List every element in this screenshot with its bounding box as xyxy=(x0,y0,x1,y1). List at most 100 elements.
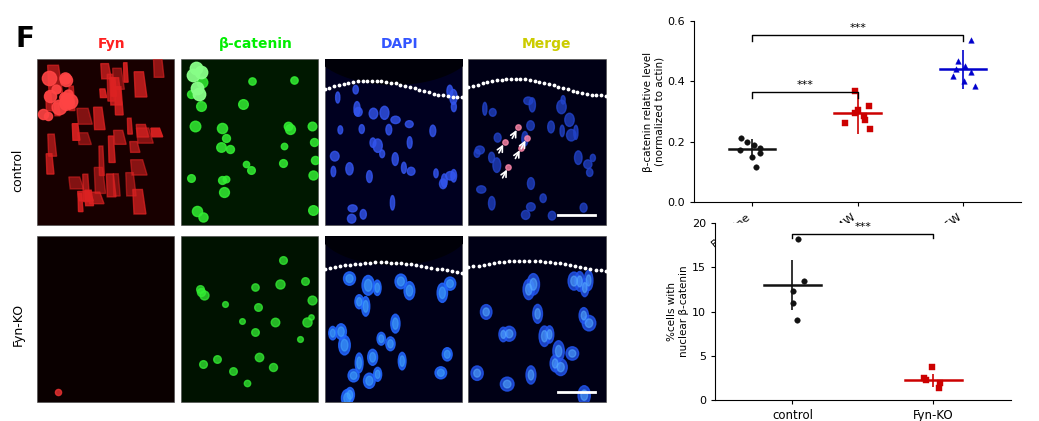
Ellipse shape xyxy=(391,196,395,210)
Polygon shape xyxy=(99,146,104,176)
Ellipse shape xyxy=(553,341,564,362)
Point xyxy=(789,317,805,324)
Point xyxy=(849,107,865,113)
Ellipse shape xyxy=(501,330,506,338)
Ellipse shape xyxy=(347,390,352,399)
Ellipse shape xyxy=(535,309,540,319)
Polygon shape xyxy=(107,74,114,101)
Ellipse shape xyxy=(354,107,363,116)
Ellipse shape xyxy=(364,301,368,312)
Point xyxy=(956,78,973,85)
Text: Merge: Merge xyxy=(522,37,571,51)
Ellipse shape xyxy=(347,214,356,223)
Point xyxy=(944,72,961,79)
Text: Fyn: Fyn xyxy=(98,37,126,51)
Ellipse shape xyxy=(446,171,455,180)
Ellipse shape xyxy=(367,171,372,183)
Ellipse shape xyxy=(577,276,582,287)
Point xyxy=(191,90,208,97)
Ellipse shape xyxy=(545,326,554,343)
Point xyxy=(281,122,297,129)
Polygon shape xyxy=(128,118,132,134)
Ellipse shape xyxy=(365,280,372,291)
Point xyxy=(931,380,948,386)
Point xyxy=(60,91,77,98)
Ellipse shape xyxy=(529,98,535,112)
Point xyxy=(744,154,761,161)
Point xyxy=(948,65,964,72)
Point xyxy=(218,176,235,182)
Point xyxy=(856,113,873,120)
Ellipse shape xyxy=(338,126,343,134)
Ellipse shape xyxy=(527,203,535,211)
Ellipse shape xyxy=(341,339,348,351)
Ellipse shape xyxy=(373,280,381,296)
Point xyxy=(790,236,806,242)
Ellipse shape xyxy=(527,121,534,131)
Ellipse shape xyxy=(474,149,480,157)
Ellipse shape xyxy=(362,297,370,316)
Text: control: control xyxy=(11,149,24,192)
Ellipse shape xyxy=(524,97,533,105)
Point xyxy=(305,139,322,146)
Ellipse shape xyxy=(393,318,398,329)
Ellipse shape xyxy=(541,330,548,342)
Ellipse shape xyxy=(330,151,339,161)
Point xyxy=(192,69,209,75)
Ellipse shape xyxy=(336,92,340,103)
Ellipse shape xyxy=(379,335,383,343)
Ellipse shape xyxy=(434,169,438,178)
Point xyxy=(217,301,234,308)
Point xyxy=(924,364,940,370)
Ellipse shape xyxy=(373,139,382,152)
Point xyxy=(224,368,241,375)
Ellipse shape xyxy=(435,367,447,379)
Polygon shape xyxy=(78,192,94,201)
Point xyxy=(244,77,261,84)
Ellipse shape xyxy=(584,270,593,290)
Point xyxy=(194,213,211,220)
Ellipse shape xyxy=(539,326,550,346)
Ellipse shape xyxy=(348,369,359,382)
Polygon shape xyxy=(94,107,105,130)
Ellipse shape xyxy=(565,113,575,126)
Y-axis label: %cells with
nuclear β-catenin: %cells with nuclear β-catenin xyxy=(667,266,689,357)
Ellipse shape xyxy=(471,366,483,381)
Point xyxy=(304,172,321,179)
Point xyxy=(950,58,966,64)
Ellipse shape xyxy=(495,133,501,142)
Ellipse shape xyxy=(437,283,448,302)
Ellipse shape xyxy=(346,274,353,282)
Point xyxy=(35,110,52,117)
Polygon shape xyxy=(77,108,92,124)
Polygon shape xyxy=(46,93,53,111)
Point xyxy=(247,328,264,335)
Ellipse shape xyxy=(388,340,393,348)
Point xyxy=(192,288,209,295)
Ellipse shape xyxy=(586,275,591,286)
Point xyxy=(497,139,513,145)
Bar xyxy=(324,236,462,402)
Point xyxy=(183,91,199,98)
Polygon shape xyxy=(114,87,124,115)
Ellipse shape xyxy=(397,277,404,286)
Polygon shape xyxy=(124,63,128,82)
Point xyxy=(50,389,66,395)
Ellipse shape xyxy=(445,350,450,358)
Bar xyxy=(469,236,606,402)
Polygon shape xyxy=(131,160,148,175)
Point xyxy=(739,139,755,145)
Ellipse shape xyxy=(501,377,514,391)
Text: DAPI: DAPI xyxy=(380,37,418,51)
Ellipse shape xyxy=(344,272,355,285)
Point xyxy=(917,377,934,384)
Point xyxy=(861,126,878,133)
Ellipse shape xyxy=(375,283,379,293)
Ellipse shape xyxy=(489,109,497,116)
Point xyxy=(916,375,933,381)
Polygon shape xyxy=(95,168,106,193)
Point xyxy=(188,208,205,214)
Ellipse shape xyxy=(398,352,406,370)
Ellipse shape xyxy=(527,274,539,295)
Ellipse shape xyxy=(506,330,513,338)
